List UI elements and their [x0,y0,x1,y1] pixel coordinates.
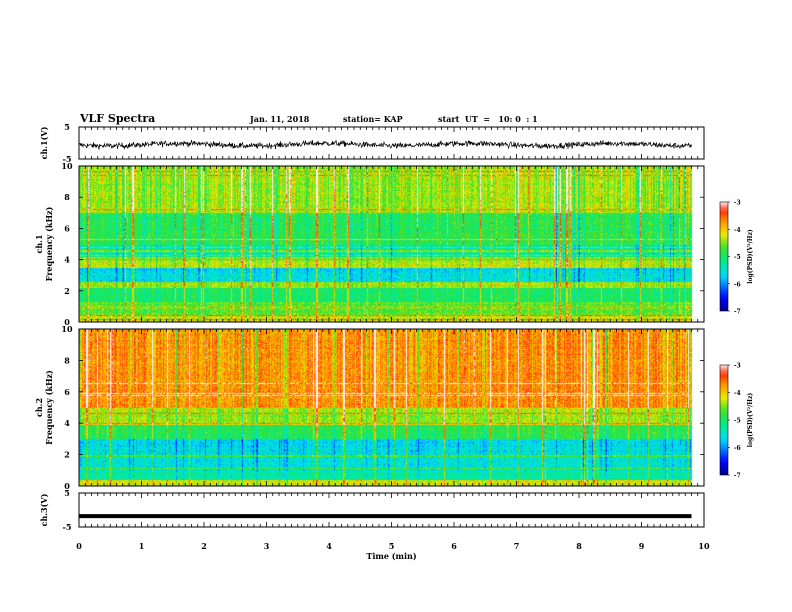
colorbar-label: log(PSD)(V²/Hz) [747,393,754,448]
x-tick-label: 9 [639,541,645,551]
colorbar-label: log(PSD)(V²/Hz) [747,229,754,284]
colorbar-tick-label: -6 [734,445,741,452]
x-tick-label: 3 [264,541,270,551]
colorbar-tick-label: -5 [734,254,741,261]
x-tick-label: 1 [139,541,145,551]
date-label: Jan. 11, 2018 [250,114,310,124]
x-tick-label: 6 [451,541,457,551]
y-tick-label: 4 [64,255,70,265]
y-tick-label: 6 [64,387,70,397]
x-tick-label: 5 [389,541,395,551]
colorbar-tick-label: -7 [734,309,741,316]
y-axis-label: Frequency (kHz) [44,206,54,281]
colorbar [719,201,729,312]
y-tick-label: 2 [64,450,70,460]
spectrogram-image-ch2 [79,329,704,486]
y-axis-label: ch.3(V) [39,493,49,526]
y-tick-label: 5 [64,488,70,498]
y-tick-label: 5 [64,122,70,132]
y-tick-label: 10 [61,324,73,334]
colorbar-tick-label: -6 [734,281,741,288]
y-tick-label: 0 [64,481,70,491]
y-tick-label: 8 [64,192,70,202]
y-tick-label: 8 [64,355,70,365]
y-axis-label: ch.1 [34,234,44,253]
colorbar-tick-label: -7 [734,473,741,480]
y-axis-label: Frequency (kHz) [44,370,54,445]
colorbar-tick-label: -3 [734,363,741,370]
colorbar-tick-label: -3 [734,200,741,207]
x-tick-label: 8 [576,541,582,551]
y-tick-label: -5 [63,154,72,164]
ch1-waveform-line [78,139,692,150]
chart-title: VLF Spectra [80,112,156,125]
y-tick-label: 0 [64,317,70,327]
y-tick-label: 6 [64,223,70,233]
colorbar-tick-label: -4 [734,227,741,234]
panel-frame-3 [78,492,705,528]
y-tick-label: 4 [64,418,70,428]
y-tick-label: -5 [63,522,72,532]
colorbar [719,364,729,476]
x-tick-label: 10 [698,541,710,551]
x-tick-label: 2 [201,541,207,551]
x-tick-label: 7 [514,541,520,551]
y-axis-label: ch.1(V) [39,126,49,159]
colorbar-tick-label: -4 [734,390,741,397]
y-tick-label: 2 [64,286,70,296]
x-tick-label: 4 [326,541,332,551]
y-tick-label: 10 [61,161,73,171]
y-axis-label: ch.2 [34,398,44,417]
colorbar-tick-label: -5 [734,418,741,425]
start-time-label: start UT = 10: 0 : 1 [438,114,538,124]
x-axis-label: Time (min) [366,551,416,561]
station-label: station= KAP [343,114,403,124]
spectrogram-image-ch1 [79,166,704,322]
x-tick-label: 0 [76,541,82,551]
